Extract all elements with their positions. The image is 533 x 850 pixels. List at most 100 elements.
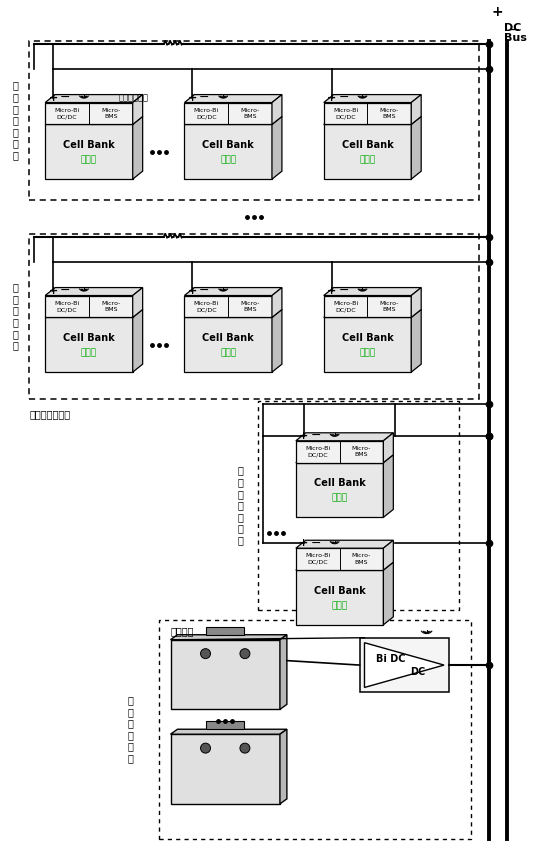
Text: 电池组: 电池组 [332, 601, 348, 610]
Text: Micro-Bi: Micro-Bi [333, 301, 358, 306]
Text: −: − [199, 91, 209, 104]
Text: 电池组: 电池组 [332, 494, 348, 502]
Polygon shape [411, 287, 421, 317]
Text: 电池组: 电池组 [359, 156, 376, 165]
Text: DC/DC: DC/DC [308, 560, 328, 565]
Polygon shape [184, 309, 282, 317]
Text: +: + [299, 431, 309, 441]
Text: BMS: BMS [355, 452, 368, 457]
Text: 电池组: 电池组 [81, 348, 97, 358]
Polygon shape [411, 309, 421, 372]
Text: Cell Bank: Cell Bank [203, 140, 254, 150]
Polygon shape [171, 734, 280, 804]
Text: 铅
酸
电
池
组
阵
列: 铅 酸 电 池 组 阵 列 [12, 81, 18, 161]
Polygon shape [383, 562, 393, 625]
Polygon shape [296, 562, 393, 570]
Circle shape [200, 743, 211, 753]
Polygon shape [45, 309, 143, 317]
Text: Cell Bank: Cell Bank [63, 333, 115, 343]
Polygon shape [296, 441, 383, 462]
Text: DC/DC: DC/DC [196, 307, 216, 312]
Bar [206, 626, 244, 635]
Polygon shape [383, 541, 393, 570]
Text: BMS: BMS [383, 307, 396, 312]
Text: BMS: BMS [383, 114, 396, 119]
Text: −: − [60, 284, 70, 297]
Text: 锂
电
池
组
阵
列: 锂 电 池 组 阵 列 [12, 282, 18, 350]
Text: 超级电容: 超级电容 [171, 626, 194, 636]
Text: −: − [60, 91, 70, 104]
Polygon shape [45, 103, 133, 124]
Polygon shape [272, 116, 282, 179]
Polygon shape [324, 296, 411, 317]
Text: Micro-: Micro- [379, 108, 399, 113]
Text: −: − [508, 23, 520, 37]
Text: Cell Bank: Cell Bank [314, 586, 366, 596]
Text: +: + [299, 538, 309, 548]
Polygon shape [296, 462, 383, 518]
Polygon shape [296, 433, 393, 441]
Text: +: + [327, 93, 336, 103]
Text: Micro-Bi: Micro-Bi [333, 108, 358, 113]
Text: Micro-: Micro- [352, 553, 371, 558]
Polygon shape [411, 116, 421, 179]
Bar [258, 401, 459, 609]
Polygon shape [184, 317, 272, 372]
Text: Micro-Bi: Micro-Bi [54, 108, 79, 113]
Text: DC/DC: DC/DC [335, 114, 356, 119]
Text: DC: DC [504, 23, 521, 33]
Text: −: − [338, 91, 349, 104]
Polygon shape [324, 309, 421, 317]
Text: Micro-Bi: Micro-Bi [54, 301, 79, 306]
Polygon shape [133, 94, 143, 124]
Text: DC/DC: DC/DC [335, 307, 356, 312]
Text: −: − [199, 284, 209, 297]
Polygon shape [324, 287, 421, 296]
Polygon shape [272, 287, 282, 317]
Polygon shape [45, 124, 133, 179]
Text: Micro-: Micro- [240, 108, 260, 113]
Text: Cell Bank: Cell Bank [203, 333, 254, 343]
Circle shape [200, 649, 211, 659]
Polygon shape [184, 103, 272, 124]
Polygon shape [184, 287, 282, 296]
Polygon shape [280, 635, 287, 710]
Bar [360, 638, 449, 693]
Polygon shape [184, 124, 272, 179]
Text: Bus: Bus [504, 33, 527, 42]
Text: DC/DC: DC/DC [56, 307, 77, 312]
Bar [159, 620, 471, 839]
Text: Micro-Bi: Micro-Bi [194, 301, 219, 306]
Polygon shape [324, 124, 411, 179]
Text: Micro-Bi: Micro-Bi [305, 553, 330, 558]
Text: 无线通信模块: 无线通信模块 [119, 93, 149, 102]
Text: +: + [49, 93, 58, 103]
Polygon shape [411, 94, 421, 124]
Text: +: + [188, 286, 197, 296]
Text: BMS: BMS [104, 114, 118, 119]
Polygon shape [45, 94, 143, 103]
Polygon shape [45, 317, 133, 372]
Text: BMS: BMS [104, 307, 118, 312]
Polygon shape [280, 729, 287, 804]
Text: BMS: BMS [244, 114, 257, 119]
Text: −: − [311, 536, 321, 550]
Text: 串联电池组阵列: 串联电池组阵列 [29, 409, 70, 419]
Text: Micro-: Micro- [101, 301, 120, 306]
Polygon shape [383, 433, 393, 462]
Text: 超
级
电
容
单
元: 超 级 电 容 单 元 [128, 695, 134, 763]
Polygon shape [365, 643, 444, 688]
Text: Cell Bank: Cell Bank [342, 333, 393, 343]
Polygon shape [272, 94, 282, 124]
Polygon shape [296, 548, 383, 570]
Polygon shape [184, 94, 282, 103]
Text: DC/DC: DC/DC [196, 114, 216, 119]
Circle shape [240, 743, 250, 753]
Text: +: + [492, 5, 504, 19]
Polygon shape [324, 94, 421, 103]
Polygon shape [133, 309, 143, 372]
Text: Cell Bank: Cell Bank [314, 479, 366, 489]
Bar [29, 41, 479, 200]
Polygon shape [324, 317, 411, 372]
Text: +: + [188, 93, 197, 103]
